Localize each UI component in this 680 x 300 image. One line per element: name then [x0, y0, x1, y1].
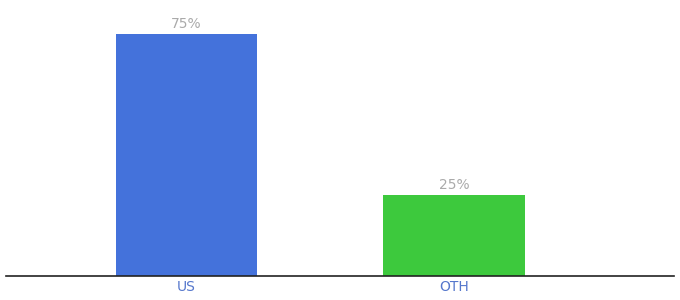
Bar: [384, 195, 525, 276]
Text: 75%: 75%: [171, 17, 202, 31]
Bar: [116, 34, 257, 276]
Text: 25%: 25%: [439, 178, 469, 192]
